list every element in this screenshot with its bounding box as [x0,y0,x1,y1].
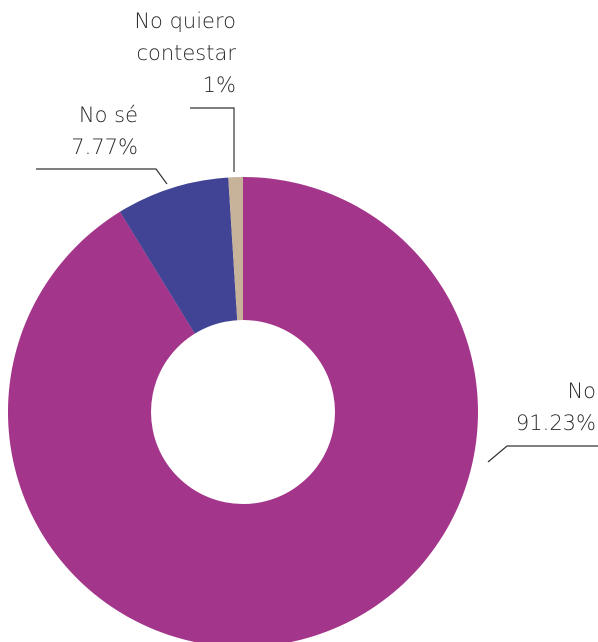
data-label-no-quiero-contestar-line1: No quiero [134,9,236,33]
data-label-no: No [567,379,596,403]
leader-line-no [487,445,598,463]
data-label-no-se-value: 7.77% [71,135,138,159]
data-label-no-value: 91.23% [516,411,596,435]
data-label-no-quiero-contestar-value: 1% [203,73,236,97]
data-label-no-se: No sé [79,103,138,127]
leader-line-no-quiero-contestar [190,107,235,172]
data-label-no-quiero-contestar-line2: contestar [136,41,236,65]
donut-hole [151,320,335,504]
slice-no [7,177,478,642]
leader-line-no-se [36,168,168,185]
